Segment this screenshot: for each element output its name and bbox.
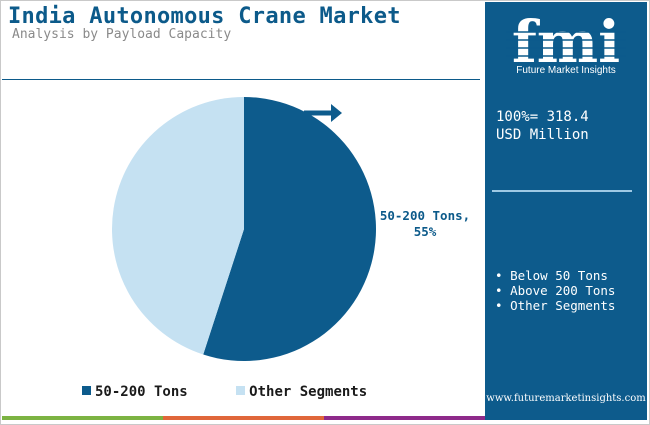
slice-label-50-200-tons: 50-200 Tons, 55% — [370, 208, 480, 240]
market-total-unit: USD Million — [496, 127, 589, 143]
bottom-bar-purple — [324, 416, 485, 420]
legend-swatch — [82, 386, 91, 395]
website-url: www.futuremarketinsights.com — [486, 393, 646, 404]
logo-caption: Future Market Insights — [516, 65, 616, 76]
pie-chart — [112, 97, 377, 361]
bottom-color-bar — [2, 416, 485, 420]
slice-label-name: 50-200 Tons, — [379, 208, 471, 223]
bottom-bar-orange — [163, 416, 324, 420]
other-segment-item: Other Segments — [495, 298, 615, 313]
market-total-value: 100%= 318.4 — [496, 109, 589, 125]
logo-text: fmi — [512, 12, 620, 76]
bottom-bar-green — [2, 416, 163, 420]
slice-label-value: 55% — [413, 224, 437, 239]
legend-label: 50-200 Tons — [95, 384, 188, 400]
title-divider — [2, 79, 480, 80]
chart-legend: 50-200 Tons Other Segments — [82, 384, 407, 400]
fmi-logo: fmi — [506, 12, 626, 76]
pie-slices — [112, 97, 377, 361]
info-sidebar: fmi Future Market Insights 100%= 318.4 U… — [485, 2, 647, 420]
legend-item-50-200-tons: 50-200 Tons — [82, 384, 188, 400]
market-total: 100%= 318.4 USD Million — [496, 108, 644, 144]
legend-item-other-segments: Other Segments — [236, 384, 367, 400]
chart-subtitle: Analysis by Payload Capacity — [12, 27, 232, 42]
other-segments-list: Below 50 Tons Above 200 Tons Other Segme… — [495, 268, 615, 313]
other-segment-item: Above 200 Tons — [495, 283, 615, 298]
legend-label: Other Segments — [249, 384, 368, 400]
callout-arrow-icon — [304, 104, 342, 122]
pie-slice-other-segments — [112, 97, 244, 355]
other-segment-item: Below 50 Tons — [495, 268, 615, 283]
pie-slice-50-200-tons — [203, 97, 377, 361]
chart-title: India Autonomous Crane Market — [8, 4, 401, 29]
sidebar-divider — [492, 190, 632, 192]
legend-swatch — [236, 386, 246, 395]
